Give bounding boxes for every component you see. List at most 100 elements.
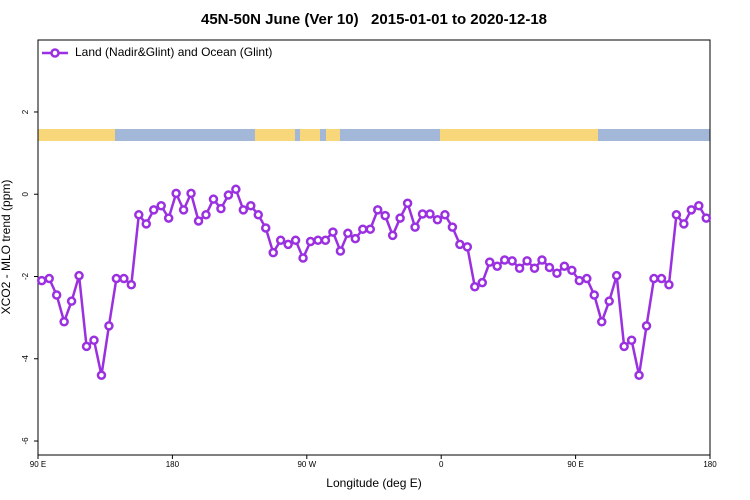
data-point — [537, 255, 547, 265]
data-point — [298, 253, 308, 263]
data-point — [686, 205, 697, 215]
data-point — [694, 201, 704, 211]
data-point — [335, 246, 346, 256]
data-point — [477, 277, 488, 288]
data-point — [567, 265, 577, 276]
data-point — [440, 210, 450, 220]
data-point — [499, 255, 510, 265]
data-point — [193, 216, 204, 226]
data-point — [634, 370, 644, 380]
data-point — [552, 268, 562, 278]
data-point — [358, 224, 368, 234]
data-point — [178, 205, 189, 215]
data-point — [313, 235, 323, 246]
x-axis-label: Longitude (deg E) — [326, 476, 421, 490]
data-point — [447, 222, 458, 232]
data-point — [604, 296, 614, 306]
x-tick-label: 180 — [703, 460, 717, 469]
y-tick-label: 0 — [21, 191, 30, 196]
data-point — [574, 275, 585, 286]
data-point — [328, 227, 338, 237]
data-point — [656, 273, 667, 284]
data-point — [320, 235, 331, 246]
data-point — [432, 214, 443, 225]
legend-marker — [50, 48, 60, 58]
data-point — [89, 335, 99, 345]
land-ocean-strip — [38, 129, 710, 141]
x-tick-label: 90 E — [30, 460, 46, 469]
data-point — [462, 242, 473, 252]
data-point — [589, 290, 600, 300]
data-point — [141, 219, 152, 229]
data-point — [275, 235, 286, 246]
x-tick-label: 180 — [166, 460, 180, 469]
data-point — [514, 263, 525, 274]
data-point — [51, 290, 62, 300]
x-tick-label: 90 E — [567, 460, 583, 469]
data-point — [611, 270, 622, 281]
data-point — [402, 198, 413, 209]
data-point — [268, 247, 278, 258]
data-point — [649, 273, 659, 284]
data-point — [529, 263, 540, 274]
data-point — [484, 257, 495, 267]
data-point — [111, 273, 122, 284]
data-point — [253, 210, 264, 220]
data-point — [425, 209, 435, 219]
data-point — [290, 235, 301, 246]
data-point — [231, 184, 241, 195]
x-tick-label: 90 W — [297, 460, 316, 469]
data-point — [171, 188, 181, 199]
data-point — [559, 261, 570, 271]
data-point — [81, 341, 92, 352]
data-point — [455, 239, 465, 250]
data-point — [417, 209, 428, 219]
y-tick-label: -2 — [21, 272, 30, 280]
data-point — [119, 273, 129, 284]
data-point — [96, 370, 107, 380]
data-point — [470, 282, 480, 292]
plot-frame — [37, 39, 711, 456]
data-point — [134, 210, 144, 220]
data-point — [701, 213, 712, 223]
data-point — [365, 224, 376, 234]
data-point — [208, 194, 219, 204]
data-point — [201, 210, 211, 220]
data-point — [216, 203, 226, 214]
y-tick-label: -4 — [21, 355, 30, 363]
data-point — [679, 219, 689, 229]
data-point — [260, 223, 271, 233]
data-point — [148, 205, 159, 215]
data-point — [671, 210, 682, 220]
y-tick-label: -6 — [21, 437, 30, 445]
data-point — [66, 296, 77, 306]
data-point — [410, 222, 420, 232]
data-point — [619, 341, 629, 352]
data-point — [223, 190, 234, 200]
data-point — [350, 233, 361, 244]
data-point — [641, 321, 652, 331]
x-tick-label: 0 — [439, 460, 444, 469]
data-point — [626, 335, 637, 345]
data-point — [283, 239, 293, 250]
data-point — [507, 256, 517, 266]
data-point — [664, 279, 674, 290]
data-point — [163, 213, 174, 223]
data-point — [387, 230, 398, 241]
data-point — [74, 270, 84, 281]
data-point — [544, 262, 555, 273]
data-point — [380, 210, 390, 221]
data-point — [186, 188, 196, 199]
data-point — [522, 256, 532, 266]
data-point — [36, 275, 47, 286]
data-point — [492, 261, 502, 271]
data-point — [305, 236, 316, 247]
data-point — [596, 316, 607, 327]
data-point — [343, 228, 353, 239]
data-point — [238, 205, 249, 215]
chart-title: 45N-50N June (Ver 10) 2015-01-01 to 2020… — [201, 11, 547, 28]
y-axis-label: XCO2 - MLO trend (ppm) — [0, 180, 13, 315]
data-point — [156, 201, 166, 211]
data-point — [246, 201, 256, 211]
